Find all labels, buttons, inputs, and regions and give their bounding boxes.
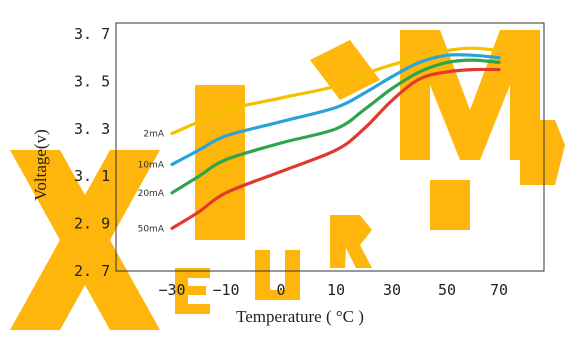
y-tick-label: 3. 5 bbox=[74, 72, 110, 90]
x-tick-label: −10 bbox=[212, 281, 239, 299]
y-tick-label: 2. 9 bbox=[74, 215, 110, 233]
watermark-shape bbox=[430, 180, 470, 230]
series-lines bbox=[170, 46, 501, 230]
y-tick-label: 3. 7 bbox=[74, 25, 110, 43]
y-tick-label: 3. 1 bbox=[74, 167, 110, 185]
watermark-shape bbox=[255, 250, 300, 300]
x-tick-label: −30 bbox=[158, 281, 185, 299]
y-tick-labels: 3. 7 3. 5 3. 3 3. 1 2. 9 2. 7 bbox=[74, 25, 110, 280]
series-line-50ma bbox=[170, 67, 501, 230]
y-tick-label: 3. 3 bbox=[74, 120, 110, 138]
watermark-shape bbox=[10, 150, 160, 330]
y-tick-label: 2. 7 bbox=[74, 262, 110, 280]
series-labels: 2mA 10mA 20mA 50mA bbox=[138, 130, 165, 235]
watermark-shape bbox=[330, 215, 372, 268]
series-label-2ma: 2mA bbox=[143, 130, 164, 140]
x-tick-label: 0 bbox=[276, 281, 285, 299]
x-tick-label: 70 bbox=[490, 281, 508, 299]
series-label-50ma: 50mA bbox=[138, 224, 165, 234]
x-tick-label: 10 bbox=[327, 281, 345, 299]
x-tick-label: 30 bbox=[383, 281, 401, 299]
watermark-shape bbox=[520, 120, 565, 185]
watermark-shape bbox=[310, 40, 380, 100]
plot-frame bbox=[115, 22, 545, 272]
series-line-20ma bbox=[170, 58, 501, 195]
x-axis-label: Temperature ( °C ) bbox=[236, 307, 364, 326]
watermark-shape bbox=[400, 30, 540, 160]
y-axis-label: Voltage(v) bbox=[31, 129, 50, 200]
x-tick-labels: −30 −10 0 10 30 50 70 bbox=[158, 281, 508, 299]
series-label-10ma: 10mA bbox=[138, 160, 165, 170]
series-line-2ma bbox=[170, 46, 501, 136]
watermark-shape bbox=[175, 268, 210, 314]
x-tick-label: 50 bbox=[438, 281, 456, 299]
series-line-10ma bbox=[170, 53, 501, 166]
series-label-20ma: 20mA bbox=[138, 189, 165, 199]
